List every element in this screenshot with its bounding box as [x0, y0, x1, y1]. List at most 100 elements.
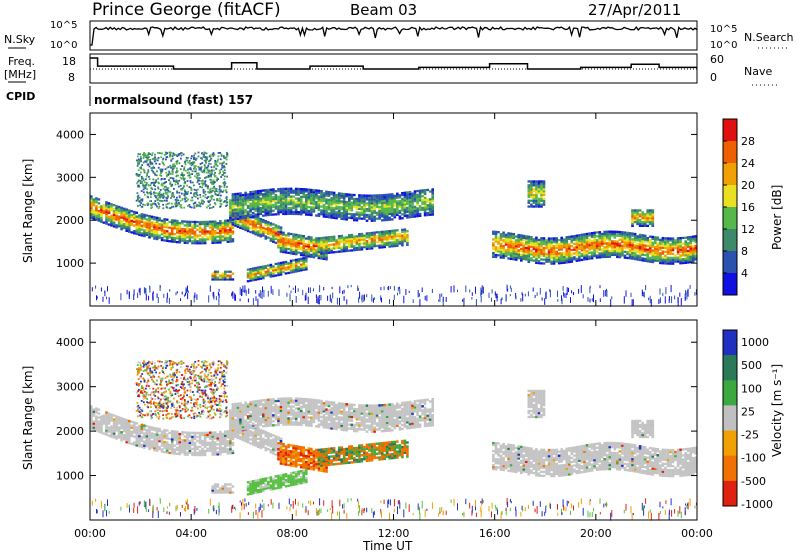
power-cell: [307, 198, 311, 201]
power-cell: [378, 198, 381, 201]
power-cell: [421, 287, 423, 293]
power-cell: [578, 245, 581, 248]
power-cell: [166, 202, 169, 205]
power-cell: [198, 224, 202, 227]
noise-panel: 10^5 10^0 10^5 10^0: [50, 20, 737, 51]
power-cell: [181, 227, 184, 231]
power-cell: [661, 237, 665, 240]
power-cell: [318, 295, 320, 299]
power-cell: [188, 204, 191, 206]
power-cell: [299, 203, 303, 206]
power-cell: [193, 236, 197, 239]
power-cell: [196, 294, 198, 300]
power-cell: [102, 221, 106, 224]
power-cell: [631, 232, 634, 235]
power-cell: [143, 155, 145, 158]
power-cell: [294, 270, 298, 273]
power-cell: [590, 239, 594, 242]
power-cell: [284, 187, 288, 190]
power-cell: [181, 239, 184, 242]
power-cell: [565, 293, 567, 298]
power-cell: [221, 225, 225, 228]
velocity-cell: [105, 421, 108, 424]
power-cell: [421, 208, 424, 211]
power-cell: [178, 203, 180, 206]
power-cell: [294, 251, 298, 254]
power-cell: [684, 259, 687, 262]
power-cell: [403, 234, 407, 237]
power-cell: [363, 207, 366, 211]
power-cell: [565, 243, 569, 247]
power-cell: [527, 193, 531, 197]
power-cell: [90, 195, 93, 198]
power-cell: [168, 226, 171, 229]
power-cell: [428, 207, 432, 211]
power-cell: [654, 259, 657, 262]
power-cell: [100, 287, 102, 292]
power-cell: [355, 237, 359, 240]
power-cell: [277, 189, 280, 193]
power-cell: [350, 213, 354, 216]
power-cell: [322, 240, 326, 243]
power-cell: [199, 177, 201, 179]
power-cell: [254, 209, 257, 212]
power-cell: [411, 208, 414, 211]
power-cell: [593, 294, 594, 303]
power-cell: [638, 209, 642, 212]
power-cell: [157, 177, 160, 180]
power-cell: [259, 265, 263, 269]
power-cell: [603, 246, 606, 249]
power-cell: [383, 242, 386, 245]
power-cell: [368, 208, 371, 211]
power-cell: [568, 287, 569, 292]
power-cell: [251, 224, 255, 227]
power-cell: [168, 234, 171, 237]
power-cell: [651, 245, 655, 248]
power-cell: [648, 235, 652, 238]
power-cell: [279, 201, 283, 204]
power-cell: [380, 203, 384, 206]
power-cell: [302, 289, 304, 296]
power-cell: [287, 203, 290, 206]
power-cell: [573, 246, 576, 249]
power-cell: [192, 193, 195, 196]
power-cell: [578, 251, 581, 254]
power-cell: [294, 207, 298, 210]
power-cell: [164, 185, 167, 188]
power-cell: [320, 250, 323, 253]
power-cell: [327, 194, 331, 198]
velocity-cell: [143, 424, 146, 427]
power-cell: [225, 196, 228, 198]
power-cell: [413, 196, 417, 199]
power-cell: [251, 271, 255, 274]
power-cell: [169, 177, 172, 179]
power-cell: [666, 262, 670, 265]
power-cell: [623, 244, 627, 248]
power-cell: [171, 171, 174, 174]
power-cell: [373, 194, 376, 197]
power-cell: [570, 252, 574, 256]
power-cell: [573, 242, 576, 245]
power-cell: [348, 249, 351, 252]
power-cell: [221, 227, 225, 230]
power-cell: [393, 243, 397, 246]
power-cell: [595, 254, 599, 257]
power-cell: [219, 205, 222, 208]
power-cell: [282, 212, 285, 216]
power-cell: [289, 212, 293, 215]
power-cell: [666, 247, 670, 250]
power-cell: [603, 250, 606, 253]
power-cell: [166, 166, 169, 169]
power-cell: [342, 250, 346, 253]
power-cell: [348, 201, 351, 204]
power-cell: [599, 298, 601, 302]
power-cell: [527, 251, 531, 254]
power-cell: [289, 250, 293, 253]
power-cell: [259, 201, 263, 204]
power-cell: [514, 258, 518, 261]
power-cell: [223, 169, 226, 172]
power-cell: [259, 197, 263, 200]
power-cell: [317, 250, 321, 253]
power-cell: [547, 254, 551, 257]
power-cell: [545, 260, 548, 263]
